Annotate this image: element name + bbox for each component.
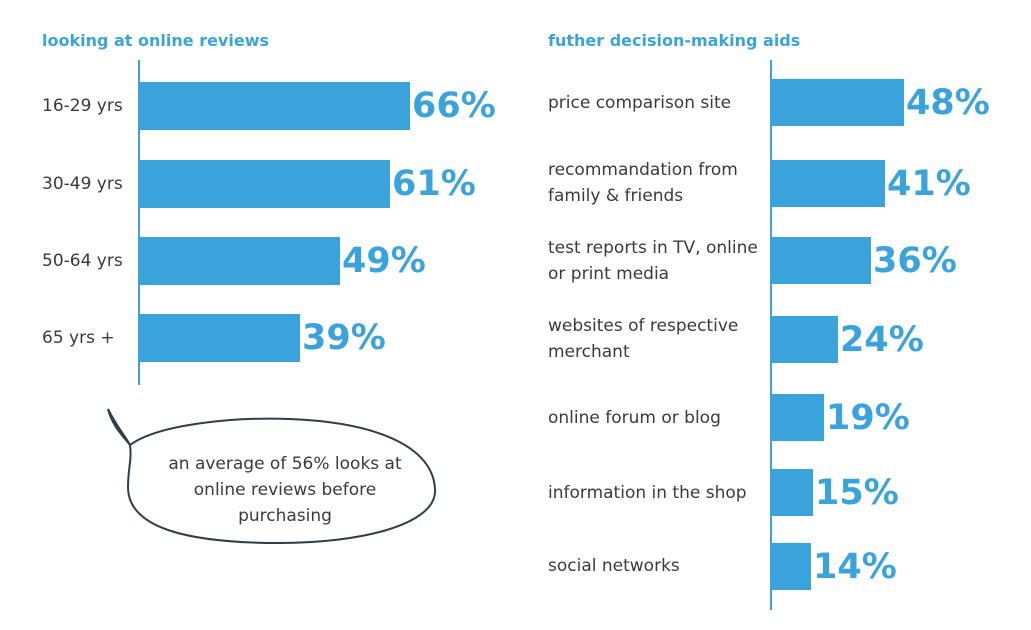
left-category-label: 30-49 yrs — [42, 174, 123, 194]
left-value-label: 66% — [412, 86, 496, 126]
right-category-line: recommandation from — [548, 160, 738, 180]
left-bar — [140, 82, 410, 130]
right-category-line: websites of respective — [548, 316, 739, 336]
right-category-label: recommandation from family & friends — [548, 157, 766, 209]
right-category-line: merchant — [548, 342, 630, 362]
callout-line: an average of 56% looks at — [168, 454, 402, 474]
left-chart-axis — [138, 60, 140, 385]
right-bar — [772, 469, 813, 516]
right-category-line: test reports in TV, online — [548, 238, 758, 258]
right-bar — [772, 237, 871, 284]
left-bar — [140, 237, 340, 285]
right-bar — [772, 160, 885, 207]
speech-bubble-icon — [107, 408, 437, 545]
right-category-label: information in the shop — [548, 480, 766, 506]
right-bar — [772, 316, 838, 363]
right-category-line: family & friends — [548, 186, 684, 206]
callout-line: purchasing — [238, 506, 332, 526]
right-bar — [772, 394, 824, 441]
right-category-label: social networks — [548, 553, 766, 579]
right-category-line: information in the shop — [548, 483, 747, 503]
right-category-line: or print media — [548, 264, 670, 284]
right-value-label: 14% — [813, 547, 897, 587]
right-value-label: 24% — [840, 320, 924, 360]
right-category-label: test reports in TV, online or print medi… — [548, 235, 766, 287]
right-category-label: websites of respective merchant — [548, 313, 766, 365]
right-value-label: 36% — [873, 241, 957, 281]
left-bar — [140, 160, 390, 208]
right-category-line: price comparison site — [548, 93, 732, 113]
callout-text: an average of 56% looks at online review… — [140, 451, 430, 529]
callout-line: online reviews before — [193, 480, 377, 500]
left-category-label: 65 yrs + — [42, 328, 115, 348]
right-value-label: 19% — [826, 398, 910, 438]
left-category-label: 16-29 yrs — [42, 96, 123, 116]
right-bar — [772, 543, 811, 590]
left-value-label: 61% — [392, 164, 476, 204]
right-category-line: online forum or blog — [548, 408, 721, 428]
left-value-label: 39% — [302, 318, 386, 358]
right-bar — [772, 79, 904, 126]
left-chart-title: looking at online reviews — [42, 31, 269, 50]
left-bar — [140, 314, 300, 362]
left-value-label: 49% — [342, 241, 426, 281]
right-value-label: 41% — [887, 164, 971, 204]
right-chart-axis — [770, 60, 772, 610]
right-value-label: 15% — [815, 473, 899, 513]
right-category-label: price comparison site — [548, 90, 766, 116]
right-value-label: 48% — [906, 83, 990, 123]
right-chart-title: futher decision-making aids — [548, 31, 801, 50]
right-category-label: online forum or blog — [548, 405, 766, 431]
right-category-line: social networks — [548, 556, 680, 576]
left-category-label: 50-64 yrs — [42, 251, 123, 271]
